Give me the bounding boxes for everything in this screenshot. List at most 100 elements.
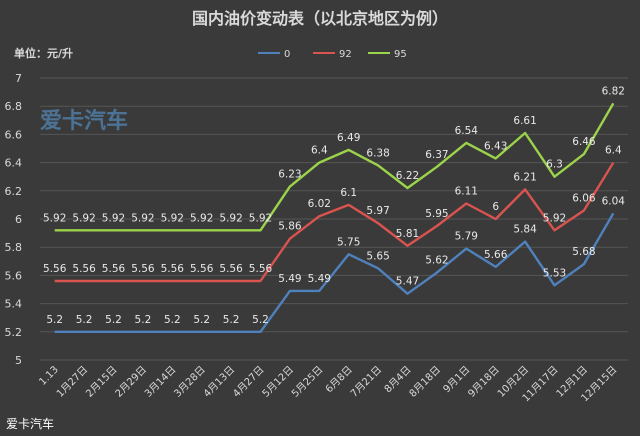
x-tick-label: 9月18日 (466, 364, 502, 400)
data-label: 6.04 (602, 195, 626, 207)
data-label: 6.54 (455, 125, 479, 137)
data-label: 6.21 (513, 171, 536, 183)
y-tick-label: 5.6 (5, 269, 23, 282)
data-label: 5.92 (43, 212, 66, 224)
data-label: 5.56 (219, 263, 243, 275)
y-tick-label: 5.4 (5, 298, 23, 311)
y-tick-label: 5.8 (5, 241, 23, 254)
y-tick-label: 5.2 (5, 326, 23, 339)
y-axis: 5 5.2 5.4 5.6 5.8 6 6.2 6.4 6.6 6.8 7 (5, 72, 23, 367)
data-label: 5.56 (102, 263, 126, 275)
legend-label: 0 (284, 49, 290, 60)
data-label: 5.53 (543, 267, 566, 279)
y-tick-label: 6.6 (5, 128, 23, 141)
series-line (54, 161, 615, 283)
data-label: 5.86 (278, 221, 302, 233)
data-label: 5.62 (425, 255, 448, 267)
x-tick-label: 2月15日 (83, 364, 119, 400)
series-group (54, 102, 615, 333)
data-label: 6.3 (546, 159, 563, 171)
data-label: 5.92 (102, 212, 125, 224)
data-label: 6.37 (425, 149, 448, 161)
data-label: 5.92 (131, 212, 154, 224)
data-label: 5.49 (308, 273, 331, 285)
brand-caption: 爱卡汽车 (6, 416, 54, 431)
data-label: 5.66 (484, 249, 508, 261)
data-label: 5.92 (72, 212, 95, 224)
data-label: 5.92 (190, 212, 213, 224)
data-label: 5.2 (223, 314, 240, 326)
chart-title: 国内油价变动表（以北京地区为例） (192, 9, 448, 28)
data-label: 5.56 (161, 263, 185, 275)
unit-label: 单位：元/升 (14, 46, 73, 60)
data-label: 6.22 (396, 170, 419, 182)
data-label: 5.81 (396, 228, 419, 240)
x-tick-label: 5月12日 (260, 364, 296, 400)
data-label: 5.79 (455, 231, 478, 243)
data-label: 5.2 (105, 314, 122, 326)
data-label: 5.75 (337, 236, 360, 248)
y-tick-label: 5 (15, 354, 22, 367)
x-tick-label: 3月14日 (142, 364, 178, 400)
data-label: 6 (492, 201, 499, 213)
data-label: 5.2 (76, 314, 93, 326)
data-label: 6.38 (366, 147, 389, 159)
watermark-logo: 爱卡汽车 (40, 108, 128, 134)
data-label: 5.2 (135, 314, 152, 326)
x-tick-label: 1.13 (37, 364, 61, 388)
legend: 0 92 95 (258, 49, 407, 60)
data-label: 6.49 (337, 132, 360, 144)
data-label: 5.2 (252, 314, 269, 326)
data-label: 5.95 (425, 208, 448, 220)
y-tick-label: 6 (15, 213, 22, 226)
x-axis: 1.131月27日2月15日2月29日3月14日3月28日4月13日4月27日5… (37, 364, 619, 405)
x-tick-label: 1月27日 (54, 364, 90, 400)
data-label: 5.2 (46, 314, 63, 326)
data-labels: 5.2 5.2 5.2 5.2 5.2 5.2 5.2 5.2 5.49 5.49 5.75 5.65… (43, 85, 625, 325)
x-tick-label: 4月13日 (201, 364, 237, 400)
data-label: 6.4 (311, 145, 328, 157)
data-label: 6.1 (340, 187, 357, 199)
x-tick-label: 7月21日 (348, 364, 384, 400)
data-label: 5.2 (193, 314, 210, 326)
series-line (54, 102, 615, 232)
x-tick-label: 3月28日 (172, 364, 208, 400)
gridlines (40, 77, 628, 361)
data-label: 5.56 (131, 263, 155, 275)
data-label: 5.92 (249, 212, 272, 224)
data-label: 6.4 (605, 145, 622, 157)
y-tick-label: 6.8 (5, 100, 23, 113)
x-tick-label: 5月25日 (289, 364, 325, 400)
data-label: 6.06 (572, 193, 596, 205)
data-label: 5.92 (543, 212, 566, 224)
data-label: 5.56 (72, 263, 96, 275)
data-label: 5.92 (219, 212, 242, 224)
data-label: 5.56 (249, 263, 273, 275)
data-label: 5.92 (161, 212, 184, 224)
y-tick-label: 7 (15, 72, 22, 85)
x-tick-label: 4月27日 (230, 364, 266, 400)
data-label: 5.65 (366, 250, 389, 262)
data-label: 6.82 (602, 85, 625, 97)
data-label: 6.61 (513, 115, 536, 127)
x-tick-label: 8月18日 (407, 364, 443, 400)
data-label: 5.56 (43, 263, 67, 275)
data-label: 6.46 (572, 136, 596, 148)
data-label: 6.11 (455, 185, 478, 197)
y-tick-label: 6.2 (5, 185, 23, 198)
legend-label: 95 (394, 49, 407, 60)
data-label: 5.68 (572, 246, 595, 258)
data-label: 5.56 (190, 263, 214, 275)
data-label: 5.49 (278, 273, 301, 285)
y-tick-label: 6.4 (5, 157, 23, 170)
x-tick-label: 2月29日 (113, 364, 149, 400)
data-label: 6.23 (278, 169, 301, 181)
data-label: 5.2 (164, 314, 181, 326)
data-label: 6.02 (308, 198, 331, 210)
data-label: 6.43 (484, 140, 507, 152)
data-label: 5.97 (366, 205, 389, 217)
data-label: 5.47 (396, 276, 419, 288)
series-line (54, 212, 615, 333)
